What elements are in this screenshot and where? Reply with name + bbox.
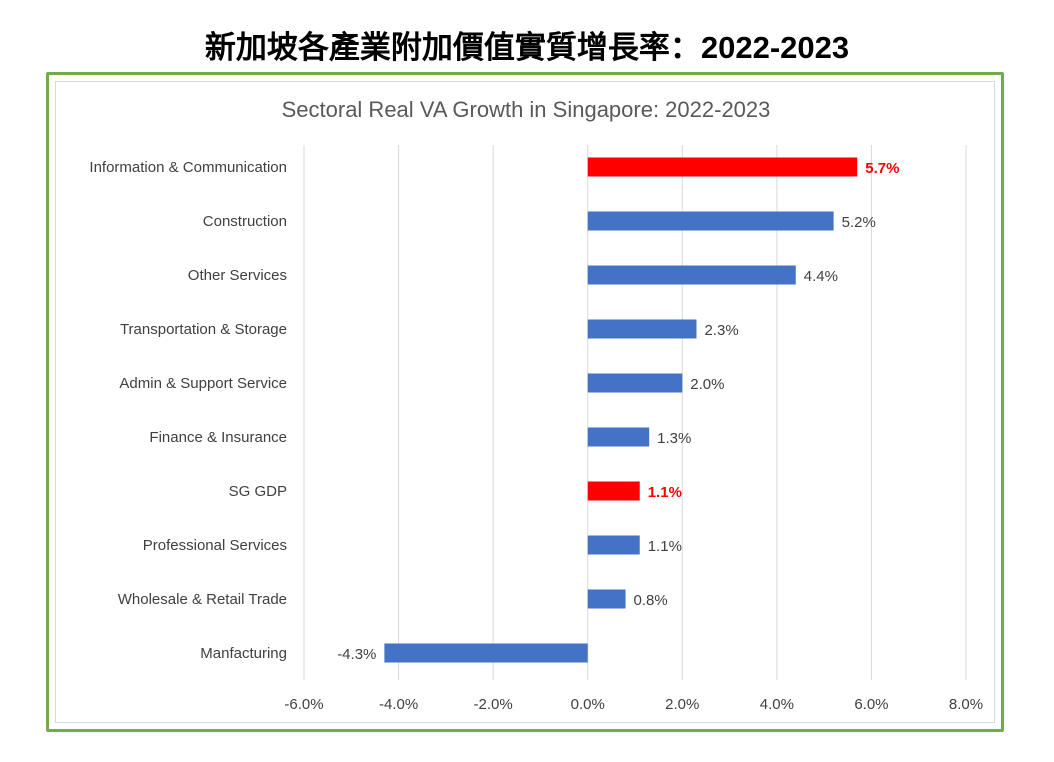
- data-label: 1.1%: [648, 484, 682, 501]
- category-label: Wholesale & Retail Trade: [118, 591, 287, 608]
- chart-title: Sectoral Real VA Growth in Singapore: 20…: [282, 97, 771, 122]
- category-label: Finance & Insurance: [149, 429, 287, 446]
- data-label: 2.0%: [690, 376, 724, 393]
- bar: [587, 319, 697, 339]
- x-tick-label: -2.0%: [474, 696, 513, 713]
- labels: -6.0% -4.0% -2.0% 0.0% 2.0% 4.0% 6.0% 8.0% Infor…: [89, 159, 983, 713]
- data-label: 1.3%: [657, 430, 691, 447]
- category-label: Transportation & Storage: [120, 321, 287, 338]
- x-tick-label: -4.0%: [379, 696, 418, 713]
- bar: [587, 427, 650, 447]
- category-label: Information & Communication: [89, 159, 287, 176]
- bar: [587, 265, 796, 285]
- x-tick-label: 4.0%: [760, 696, 794, 713]
- data-label: 5.7%: [865, 160, 899, 177]
- bar: [587, 481, 640, 501]
- data-label: -4.3%: [337, 646, 376, 663]
- x-tick-label: 6.0%: [854, 696, 888, 713]
- gridlines: [303, 145, 967, 680]
- category-label: Professional Services: [143, 537, 287, 554]
- bar: [587, 211, 834, 231]
- data-label: 5.2%: [842, 214, 876, 231]
- category-label: Admin & Support Service: [119, 375, 287, 392]
- bar: [587, 535, 640, 555]
- chart-inner-border: [55, 81, 995, 723]
- bar: [384, 643, 588, 663]
- chart-frame: [46, 72, 1004, 732]
- data-label: 0.8%: [634, 592, 668, 609]
- x-tick-label: 0.0%: [571, 696, 605, 713]
- bar: [587, 589, 626, 609]
- x-tick-label: -6.0%: [284, 696, 323, 713]
- x-tick-label: 8.0%: [949, 696, 983, 713]
- x-tick-label: 2.0%: [665, 696, 699, 713]
- page-title: 新加坡各產業附加價值實質增長率：2022-2023: [204, 30, 850, 65]
- data-label: 2.3%: [704, 322, 738, 339]
- data-label: 4.4%: [804, 268, 838, 285]
- category-label: SG GDP: [229, 483, 287, 500]
- bar: [587, 157, 858, 177]
- category-label: Other Services: [188, 267, 287, 284]
- data-label: 1.1%: [648, 538, 682, 555]
- bar: [587, 373, 683, 393]
- category-label: Manfacturing: [200, 645, 287, 662]
- category-label: Construction: [203, 213, 287, 230]
- bars: [384, 157, 858, 663]
